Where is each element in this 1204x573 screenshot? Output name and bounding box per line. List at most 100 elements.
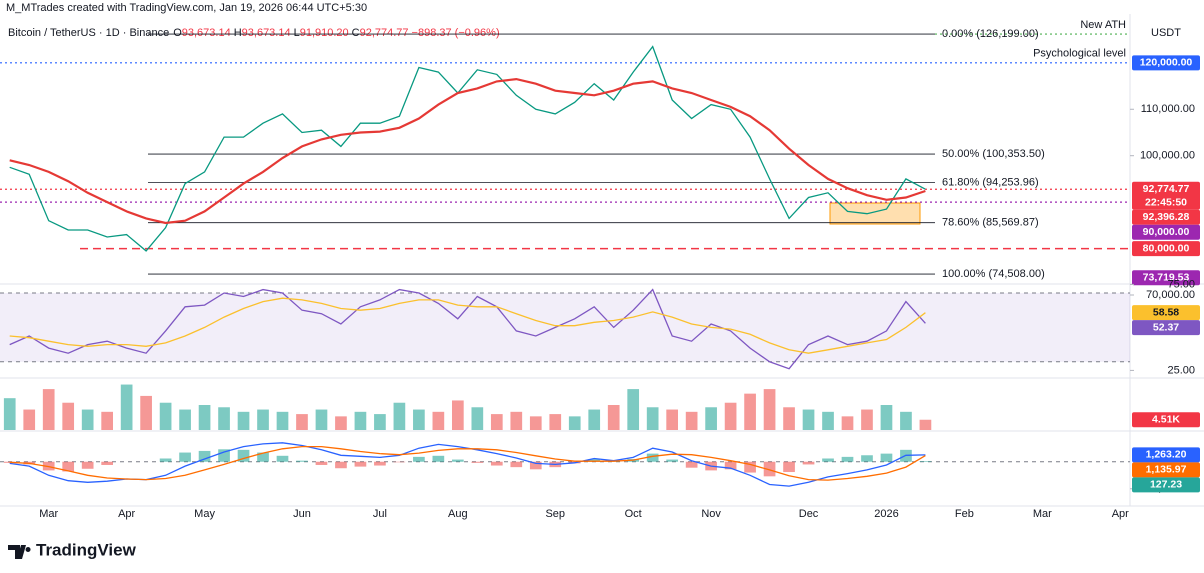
x-tick-label: Sep — [545, 508, 565, 520]
bar — [471, 461, 484, 463]
price-marker-label: 1,263.20 — [1146, 449, 1187, 461]
bar — [101, 461, 113, 465]
price-marker-label: 52.37 — [1153, 321, 1179, 333]
watermark: M_MTrades created with TradingView.com, … — [6, 2, 367, 14]
level-label: New ATH — [1080, 19, 1126, 31]
pane — [0, 442, 1130, 487]
price-marker — [1132, 447, 1200, 463]
bar — [627, 389, 640, 430]
bar — [744, 393, 756, 430]
series-line — [9, 288, 926, 370]
price-marker — [1132, 412, 1200, 428]
bar — [432, 411, 445, 430]
bar — [763, 389, 776, 430]
bar — [841, 456, 854, 462]
bar — [198, 450, 211, 462]
bar — [900, 411, 912, 430]
bar — [861, 409, 873, 430]
bar — [257, 409, 269, 430]
y-tick-label: 70,000.00 — [1146, 289, 1195, 301]
bar — [822, 411, 834, 430]
price-marker-label: 73,719.53 — [1143, 272, 1190, 284]
x-tick-label: Jun — [293, 508, 311, 520]
series-line — [9, 77, 926, 225]
bar — [568, 416, 581, 430]
bar — [685, 411, 698, 430]
bar — [666, 409, 678, 430]
bar — [198, 405, 211, 430]
bar — [744, 461, 756, 473]
bar — [783, 461, 795, 473]
countdown: 22:45:50 — [1145, 197, 1187, 209]
symbol: Bitcoin / TetherUS · 1D · Binance O93,673… — [8, 27, 500, 39]
bar — [3, 398, 16, 430]
bar — [413, 456, 425, 462]
fib-label: 50.00% (100,353.50) — [942, 148, 1045, 160]
fib-label: 100.00% (74,508.00) — [942, 268, 1045, 280]
ohlc: O93,673.14 H93,673.14 L91,910.20 C92,774.77… — [173, 27, 499, 39]
bar — [159, 458, 172, 462]
bar — [413, 409, 425, 430]
price-marker — [1132, 209, 1200, 225]
bar — [880, 453, 893, 462]
bar — [490, 461, 503, 466]
y-tick-label: 100,000.00 — [1140, 150, 1195, 162]
bar — [588, 459, 601, 462]
bar — [880, 405, 893, 430]
bar — [335, 416, 347, 430]
price-marker-label: 92,396.28 — [1143, 211, 1190, 223]
bar — [218, 407, 230, 430]
bar — [529, 461, 542, 470]
price-marker-label: 4.51K — [1152, 414, 1180, 426]
y-tick-label: 110,000.00 — [1141, 103, 1195, 115]
x-tick-label: Feb — [955, 508, 974, 520]
bar — [140, 395, 152, 430]
price-marker — [1132, 477, 1200, 493]
series-line — [9, 445, 926, 481]
bar — [510, 461, 523, 468]
x-tick-label: Nov — [701, 508, 721, 520]
x-tick-label: Oct — [625, 508, 642, 520]
bar — [802, 461, 815, 465]
bar — [685, 461, 698, 468]
bar — [218, 449, 230, 462]
rsi-band — [0, 293, 1130, 362]
bar — [276, 455, 289, 462]
ohlc-key: H — [234, 27, 242, 39]
bar — [393, 402, 406, 430]
ohlc-key: C — [352, 27, 360, 39]
ohlc-value: 91,910.20 — [300, 27, 349, 39]
x-tick-label: May — [194, 508, 215, 520]
x-tick-label: Jul — [373, 508, 387, 520]
bar — [81, 409, 94, 430]
bar — [666, 459, 678, 462]
bar — [607, 405, 620, 430]
bar — [646, 453, 659, 462]
price-marker-label: 58.58 — [1153, 306, 1179, 318]
ohlc-value: 93,673.14 — [242, 27, 291, 39]
bar — [374, 414, 386, 430]
logo-mark — [8, 545, 31, 559]
bar — [42, 389, 55, 430]
bar — [490, 414, 503, 430]
bar — [452, 459, 464, 462]
bar — [510, 411, 523, 430]
y-tick-label: 75.00 — [1167, 278, 1195, 290]
pane — [0, 33, 1130, 275]
bar — [179, 409, 191, 430]
bar — [705, 407, 717, 430]
series-line — [9, 45, 926, 252]
bar — [335, 461, 347, 469]
series-line — [9, 297, 926, 354]
bar — [237, 411, 250, 430]
bar — [62, 461, 75, 472]
bar — [120, 384, 133, 430]
bar — [724, 461, 737, 470]
bar — [237, 449, 250, 462]
y-tick-label: 25.00 — [1167, 364, 1195, 376]
x-tick-label: 2026 — [874, 508, 898, 520]
bar — [452, 400, 464, 430]
price-marker — [1132, 270, 1200, 286]
